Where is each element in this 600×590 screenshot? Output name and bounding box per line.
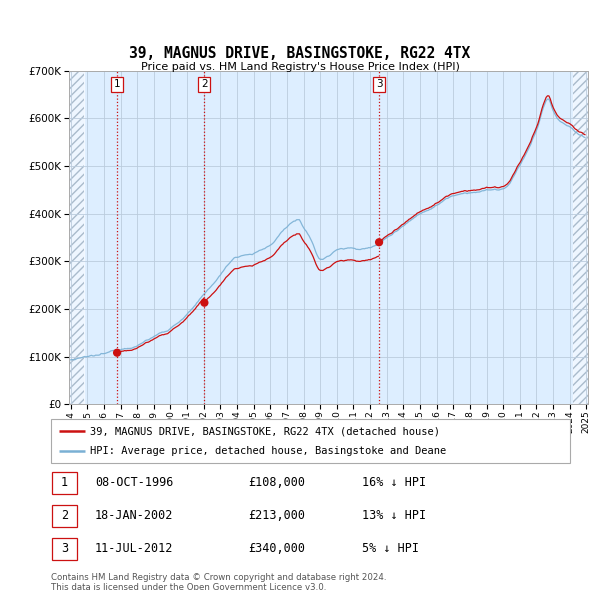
Bar [69, 71, 85, 404]
Text: 39, MAGNUS DRIVE, BASINGSTOKE, RG22 4TX: 39, MAGNUS DRIVE, BASINGSTOKE, RG22 4TX [130, 46, 470, 61]
Text: Price paid vs. HM Land Registry's House Price Index (HPI): Price paid vs. HM Land Registry's House … [140, 62, 460, 72]
Text: 08-OCT-1996: 08-OCT-1996 [95, 476, 173, 490]
FancyBboxPatch shape [52, 504, 77, 527]
Point [374, 238, 384, 247]
Bar [572, 71, 588, 404]
FancyBboxPatch shape [52, 537, 77, 560]
Text: 2: 2 [201, 79, 208, 89]
Text: £108,000: £108,000 [248, 476, 305, 490]
Text: 1: 1 [114, 79, 121, 89]
Text: 39, MAGNUS DRIVE, BASINGSTOKE, RG22 4TX (detached house): 39, MAGNUS DRIVE, BASINGSTOKE, RG22 4TX … [90, 427, 440, 436]
FancyBboxPatch shape [52, 471, 77, 494]
Text: 16% ↓ HPI: 16% ↓ HPI [362, 476, 427, 490]
Text: Contains HM Land Registry data © Crown copyright and database right 2024.: Contains HM Land Registry data © Crown c… [51, 573, 386, 582]
Text: 11-JUL-2012: 11-JUL-2012 [95, 542, 173, 556]
Text: 3: 3 [376, 79, 382, 89]
Text: 5% ↓ HPI: 5% ↓ HPI [362, 542, 419, 556]
Text: 18-JAN-2002: 18-JAN-2002 [95, 509, 173, 523]
Text: 3: 3 [61, 542, 68, 556]
Point [112, 348, 122, 358]
Text: 2: 2 [61, 509, 68, 523]
Text: HPI: Average price, detached house, Basingstoke and Deane: HPI: Average price, detached house, Basi… [90, 446, 446, 455]
Text: This data is licensed under the Open Government Licence v3.0.: This data is licensed under the Open Gov… [51, 583, 326, 590]
Bar [572, 71, 588, 404]
Text: 13% ↓ HPI: 13% ↓ HPI [362, 509, 427, 523]
Point [200, 298, 209, 307]
FancyBboxPatch shape [51, 419, 570, 463]
Text: £213,000: £213,000 [248, 509, 305, 523]
Bar [69, 71, 85, 404]
Text: 1: 1 [61, 476, 68, 490]
Text: £340,000: £340,000 [248, 542, 305, 556]
